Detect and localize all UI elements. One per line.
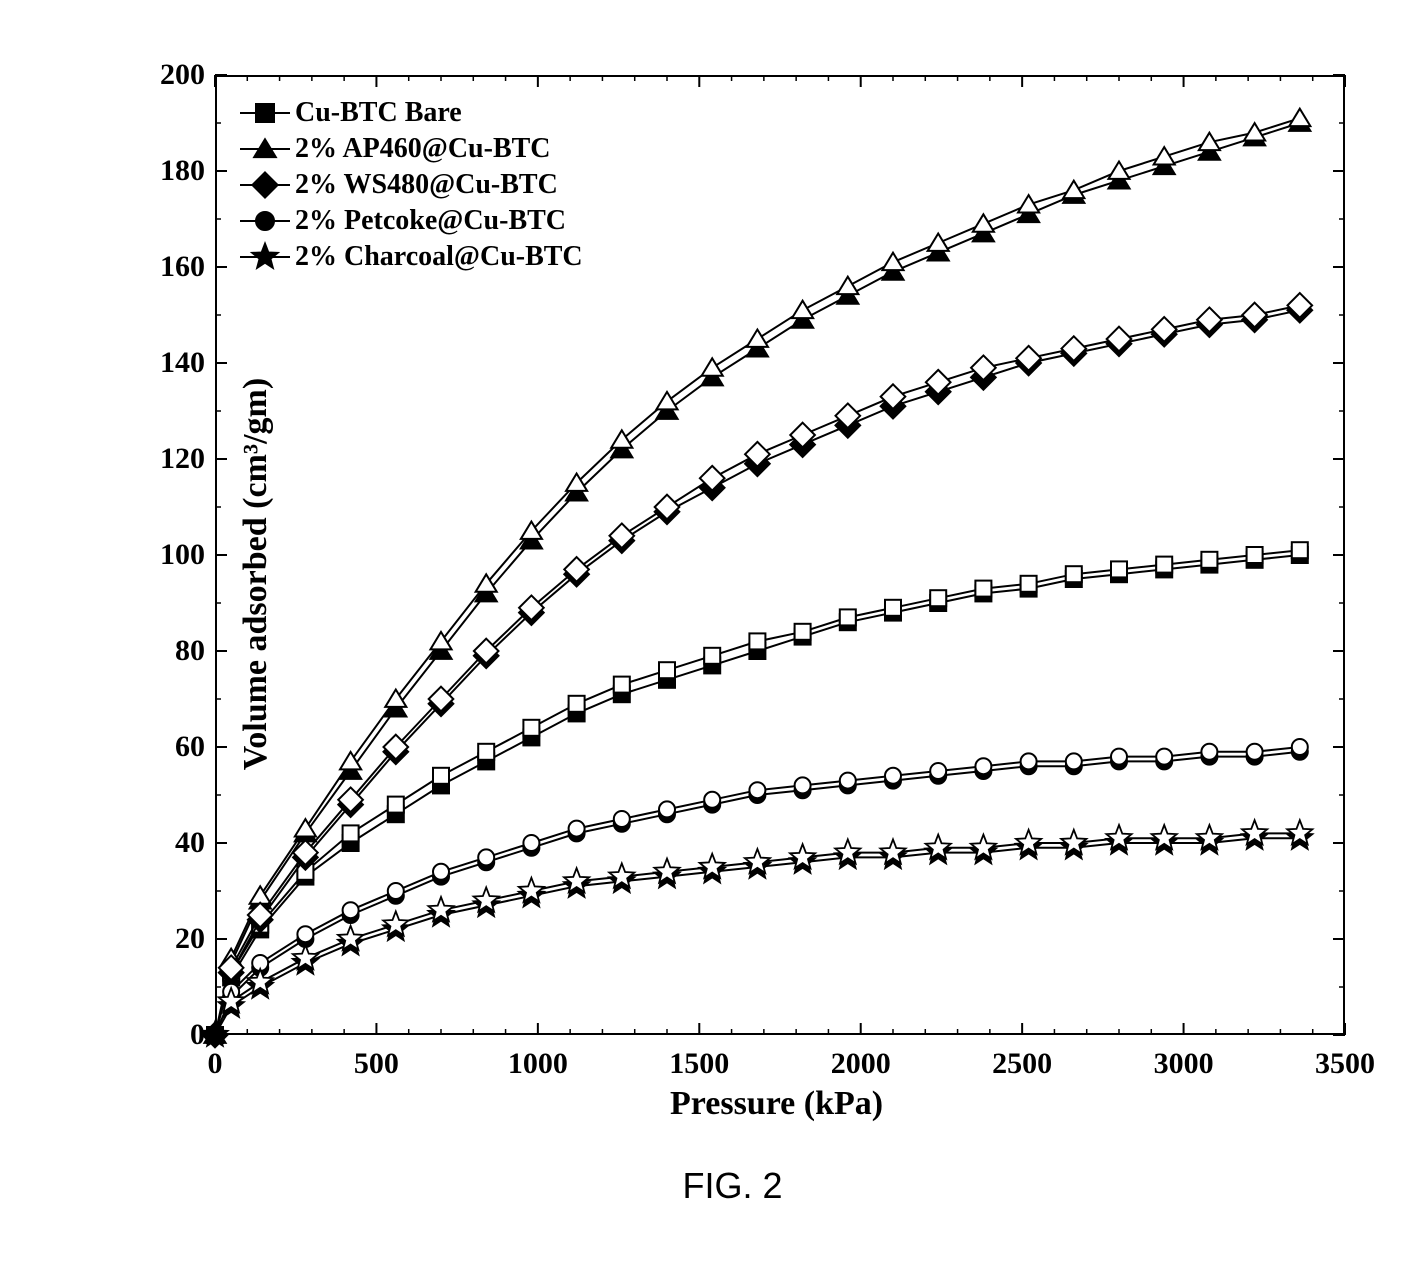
x-tick-label: 1000	[508, 1047, 568, 1081]
legend-marker-icon	[235, 239, 295, 275]
y-tick-label: 80	[165, 634, 205, 668]
x-tick-label: 2500	[992, 1047, 1052, 1081]
legend-item: 2% Petcoke@Cu-BTC	[235, 203, 583, 239]
legend-label: 2% Petcoke@Cu-BTC	[295, 205, 566, 237]
y-tick-label: 180	[150, 154, 205, 188]
legend-label: Cu-BTC Bare	[295, 97, 462, 129]
y-axis-label: Volume adsorbed (cm³/gm)	[237, 378, 275, 770]
legend-item: 2% AP460@Cu-BTC	[235, 131, 583, 167]
y-tick-label: 40	[165, 826, 205, 860]
legend-box: Cu-BTC Bare 2% AP460@Cu-BTC 2% WS480@Cu-BT…	[235, 95, 583, 275]
legend-marker-icon	[235, 203, 295, 239]
y-tick-label: 120	[150, 442, 205, 476]
y-tick-label: 20	[165, 922, 205, 956]
figure-caption: FIG. 2	[682, 1165, 782, 1207]
x-tick-label: 3000	[1154, 1047, 1214, 1081]
legend-marker-icon	[235, 131, 295, 167]
x-tick-label: 500	[354, 1047, 399, 1081]
legend-marker-icon	[235, 95, 295, 131]
x-tick-label: 1500	[669, 1047, 729, 1081]
legend-label: 2% Charcoal@Cu-BTC	[295, 241, 583, 273]
x-tick-label: 2000	[831, 1047, 891, 1081]
y-tick-label: 0	[185, 1018, 205, 1052]
y-tick-label: 160	[150, 250, 205, 284]
y-tick-label: 140	[150, 346, 205, 380]
legend-label: 2% AP460@Cu-BTC	[295, 133, 551, 165]
legend-label: 2% WS480@Cu-BTC	[295, 169, 558, 201]
legend-item: 2% Charcoal@Cu-BTC	[235, 239, 583, 275]
x-axis-label: Pressure (kPa)	[670, 1085, 883, 1123]
x-tick-label: 3500	[1315, 1047, 1375, 1081]
legend-item: 2% WS480@Cu-BTC	[235, 167, 583, 203]
y-tick-label: 60	[165, 730, 205, 764]
x-tick-label: 0	[208, 1047, 223, 1081]
chart-container: Cu-BTC Bare 2% AP460@Cu-BTC 2% WS480@Cu-BT…	[20, 20, 1425, 1254]
y-tick-label: 100	[150, 538, 205, 572]
legend-item: Cu-BTC Bare	[235, 95, 583, 131]
y-tick-label: 200	[150, 58, 205, 92]
legend-marker-icon	[235, 167, 295, 203]
